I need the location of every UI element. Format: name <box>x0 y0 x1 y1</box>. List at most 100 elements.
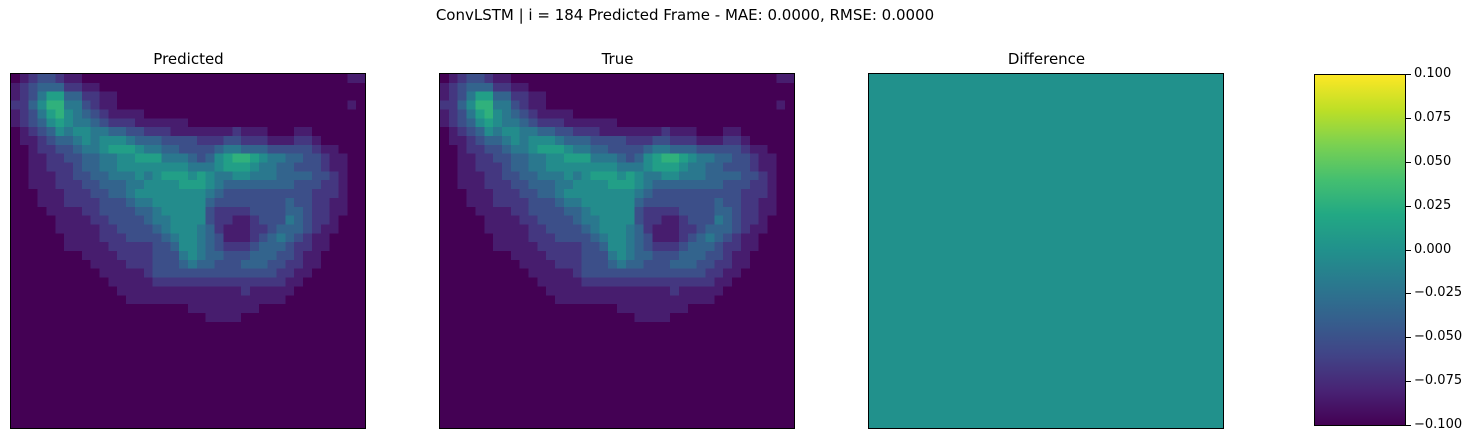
true-cell <box>475 171 485 181</box>
predicted-cell <box>267 357 277 367</box>
predicted-cell <box>338 268 348 278</box>
true-cell <box>537 330 547 340</box>
predicted-cell <box>276 277 286 287</box>
predicted-cell <box>108 286 118 296</box>
predicted-cell <box>99 224 109 234</box>
true-cell <box>740 215 750 225</box>
heatmap-true <box>439 73 795 429</box>
true-cell <box>714 401 724 411</box>
true-cell <box>466 127 476 137</box>
predicted-cell <box>28 330 38 340</box>
true-cell <box>440 206 450 216</box>
true-cell <box>528 91 538 101</box>
predicted-cell <box>72 251 82 261</box>
predicted-cell <box>188 392 198 402</box>
predicted-cell <box>232 215 242 225</box>
predicted-cell <box>19 410 29 420</box>
true-cell <box>484 321 494 331</box>
true-cell <box>608 419 618 428</box>
predicted-cell <box>170 242 180 252</box>
predicted-cell <box>294 259 304 269</box>
true-cell <box>608 410 618 420</box>
predicted-cell <box>329 312 339 322</box>
true-cell <box>758 215 768 225</box>
predicted-cell <box>72 109 82 119</box>
true-cell <box>785 357 794 367</box>
true-cell <box>723 419 733 428</box>
true-cell <box>581 189 591 199</box>
predicted-cell <box>347 127 357 137</box>
true-cell <box>643 82 653 92</box>
predicted-cell <box>126 189 136 199</box>
predicted-cell <box>311 100 321 110</box>
true-cell <box>714 251 724 261</box>
predicted-cell <box>108 180 118 190</box>
predicted-cell <box>161 118 171 128</box>
predicted-cell <box>347 233 357 243</box>
true-cell <box>581 401 591 411</box>
predicted-cell <box>37 171 47 181</box>
predicted-cell <box>161 321 171 331</box>
true-cell <box>466 215 476 225</box>
true-cell <box>740 312 750 322</box>
true-cell <box>528 144 538 154</box>
predicted-cell <box>64 410 74 420</box>
true-cell <box>608 312 618 322</box>
predicted-cell <box>320 82 330 92</box>
true-cell <box>634 286 644 296</box>
predicted-cell <box>46 401 56 411</box>
predicted-cell <box>267 374 277 384</box>
true-cell <box>687 127 697 137</box>
predicted-cell <box>205 118 215 128</box>
true-cell <box>785 259 794 269</box>
true-cell <box>510 401 520 411</box>
true-cell <box>785 224 794 234</box>
predicted-cell <box>126 330 136 340</box>
predicted-cell <box>267 100 277 110</box>
predicted-cell <box>258 100 268 110</box>
predicted-cell <box>90 304 100 314</box>
predicted-cell <box>179 135 189 145</box>
predicted-cell <box>347 401 357 411</box>
predicted-cell <box>205 304 215 314</box>
true-cell <box>732 153 742 163</box>
predicted-cell <box>320 321 330 331</box>
predicted-cell <box>161 410 171 420</box>
true-cell <box>678 366 688 376</box>
predicted-cell <box>126 321 136 331</box>
predicted-cell <box>258 144 268 154</box>
true-cell <box>563 348 573 358</box>
true-cell <box>519 383 529 393</box>
predicted-cell <box>179 321 189 331</box>
true-cell <box>528 286 538 296</box>
predicted-cell <box>90 348 100 358</box>
predicted-cell <box>320 171 330 181</box>
true-cell <box>537 366 547 376</box>
predicted-cell <box>329 348 339 358</box>
true-cell <box>670 268 680 278</box>
predicted-cell <box>214 357 224 367</box>
true-cell <box>440 144 450 154</box>
true-cell <box>617 109 627 119</box>
true-cell <box>501 171 511 181</box>
true-cell <box>581 127 591 137</box>
predicted-cell <box>179 312 189 322</box>
predicted-cell <box>258 242 268 252</box>
predicted-cell <box>108 189 118 199</box>
predicted-cell <box>126 286 136 296</box>
predicted-cell <box>55 259 65 269</box>
true-cell <box>776 171 786 181</box>
predicted-cell <box>294 91 304 101</box>
predicted-cell <box>232 383 242 393</box>
true-cell <box>475 419 485 428</box>
predicted-cell <box>196 348 206 358</box>
predicted-cell <box>11 401 21 411</box>
true-cell <box>625 348 635 358</box>
predicted-cell <box>267 330 277 340</box>
true-cell <box>599 277 609 287</box>
predicted-cell <box>320 100 330 110</box>
predicted-cell <box>320 348 330 358</box>
predicted-cell <box>161 109 171 119</box>
true-cell <box>652 109 662 119</box>
true-cell <box>652 259 662 269</box>
